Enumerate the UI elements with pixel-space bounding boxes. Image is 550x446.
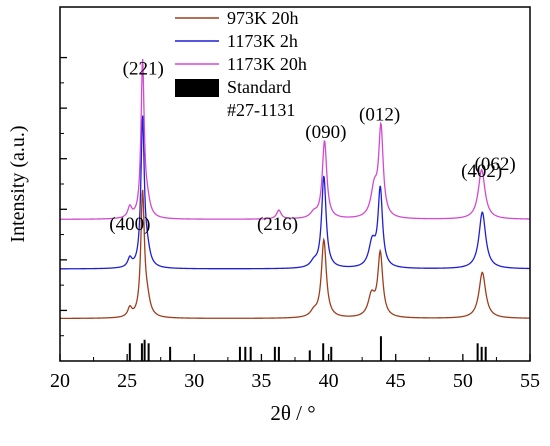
series-line-2 <box>60 58 531 220</box>
legend-label-2: 1173K 20h <box>227 54 307 74</box>
peak-label-0: (400) <box>109 214 150 235</box>
peak-label-4: (012) <box>359 104 400 125</box>
x-tick-label-7: 55 <box>520 370 540 392</box>
peak-label-6: (062) <box>475 154 516 175</box>
series-line-0 <box>60 189 531 320</box>
series-line-1 <box>60 115 531 270</box>
peak-label-5: (402) <box>461 161 502 182</box>
legend-swatch-3 <box>175 79 219 97</box>
peak-label-1: (221) <box>123 58 164 79</box>
x-tick-label-5: 45 <box>386 370 406 392</box>
x-tick-label-6: 50 <box>453 370 473 392</box>
peak-labels: (400) (221) (216) (090) (012) (402)(062) <box>109 58 515 235</box>
legend-label-3: Standard <box>227 77 291 97</box>
legend-label-0: 973K 20h <box>227 8 299 28</box>
x-tick-label-3: 35 <box>251 370 271 392</box>
y-axis-label: Intensity (a.u.) <box>7 125 29 242</box>
series-layer <box>60 58 531 320</box>
standard-lines <box>128 336 487 361</box>
x-tick-label-2: 30 <box>184 370 204 392</box>
x-tick-label-0: 20 <box>50 370 70 392</box>
x-tick-label-1: 25 <box>117 370 137 392</box>
y-axis <box>60 56 67 337</box>
peak-label-2: (216) <box>257 214 298 235</box>
x-axis-label: 2θ / ° <box>270 401 315 425</box>
legend-label-4: #27-1131 <box>227 100 295 120</box>
legend: 973K 20h 1173K 2h 1173K 20h Standard #27-113… <box>175 8 307 120</box>
x-axis: 20 25 30 35 40 45 50 55 <box>50 354 540 392</box>
legend-label-1: 1173K 2h <box>227 31 298 51</box>
x-tick-label-4: 40 <box>319 370 339 392</box>
peak-label-3: (090) <box>305 122 346 143</box>
